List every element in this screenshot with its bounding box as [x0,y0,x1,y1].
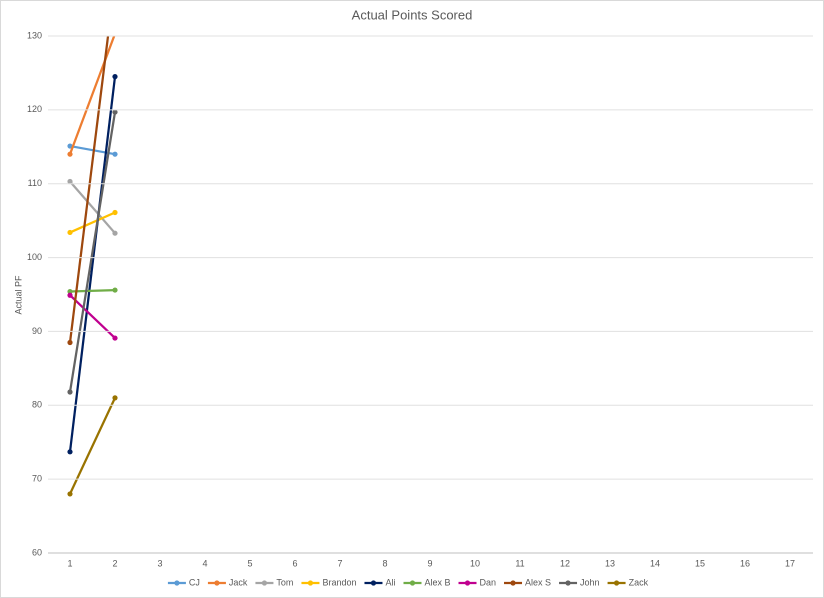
legend-label: Tom [276,577,293,587]
y-tick-label: 100 [27,252,42,262]
legend-marker [565,580,571,586]
series-marker [67,229,73,236]
y-tick-label: 80 [32,400,42,410]
legend-item: CJ [167,577,200,587]
series-marker [112,74,118,80]
x-tick-label: 10 [470,558,480,568]
legend-item: Ali [364,577,395,587]
y-tick-label: 110 [28,178,42,188]
series-marker [112,230,118,236]
x-tick-label: 2 [112,558,117,568]
x-tick-label: 3 [157,558,162,568]
y-tick-label: 120 [27,104,42,114]
legend-item: Tom [255,577,293,587]
legend-marker [370,580,377,586]
x-tick-label: 8 [382,558,387,568]
legend-item: Alex B [403,577,451,587]
series-marker [67,151,73,157]
series-marker [67,449,73,455]
legend-item: Brandon [301,577,356,587]
x-tick-label: 13 [605,558,615,568]
x-tick-label: 5 [247,558,252,568]
legend-marker [174,580,180,586]
series-line [68,76,117,452]
series-marker [112,335,118,341]
y-tick-label: 90 [32,326,42,336]
series-line [68,36,116,155]
legend-marker [261,580,268,586]
x-tick-label: 1 [67,558,72,568]
legend-item: Dan [458,577,497,587]
x-tick-label: 15 [695,558,705,568]
series-marker [112,151,118,157]
series-marker [112,109,118,115]
x-tick-label: 7 [337,558,342,568]
x-tick-label: 11 [515,558,524,568]
series-marker [112,395,118,401]
x-tick-label: 16 [740,558,750,568]
legend-marker [409,580,416,586]
series-line [69,180,116,234]
legend-label: John [580,577,600,587]
series-marker [112,209,118,216]
legend-label: Alex S [525,577,551,587]
y-tick-label: 60 [32,547,42,557]
series-line [68,36,110,343]
legend-label: CJ [189,577,200,587]
series-line [69,211,116,234]
legend-marker [307,580,314,586]
legend-marker [613,580,620,586]
legend-marker [214,580,220,586]
legend-item: John [559,577,600,587]
series-marker [67,389,73,395]
legend-item: Zack [607,577,649,587]
x-tick-label: 4 [202,558,207,568]
legend-item: Alex S [504,577,551,587]
y-tick-label: 130 [27,30,42,40]
y-axis-label: Actual PF [13,275,23,315]
series-marker [67,178,73,185]
x-tick-label: 14 [650,558,660,568]
series-marker [67,143,73,149]
y-tick-label: 70 [32,474,42,484]
legend: CJ Jack Tom Brandon Ali Alex B Dan Alex S John Za… [167,577,649,587]
legend-label: Zack [629,577,649,587]
series-marker [67,491,73,497]
x-tick-label: 9 [427,558,432,568]
series-marker [112,287,118,293]
legend-label: Jack [229,577,248,587]
plot-area [67,36,118,497]
series-marker [67,288,73,295]
legend-label: Dan [480,577,497,587]
x-tick-label: 17 [785,558,795,568]
series-line [69,288,116,293]
series-line [68,111,117,393]
legend-marker [464,580,471,586]
x-tick-label: 6 [292,558,297,568]
legend-label: Brandon [322,577,356,587]
legend-label: Ali [385,577,395,587]
series-line [68,397,117,495]
x-tick-label: 12 [560,558,570,568]
series-marker [67,292,73,298]
legend-label: Alex B [424,577,450,587]
series-marker [67,339,73,346]
legend-marker [510,580,516,586]
legend-item: Jack [207,577,248,587]
chart-title: Actual Points Scored [352,7,473,22]
